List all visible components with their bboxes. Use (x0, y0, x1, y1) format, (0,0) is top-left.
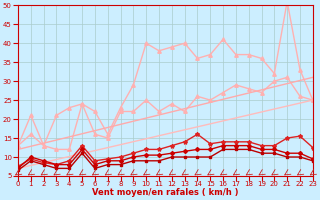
X-axis label: Vent moyen/en rafales ( km/h ): Vent moyen/en rafales ( km/h ) (92, 188, 239, 197)
